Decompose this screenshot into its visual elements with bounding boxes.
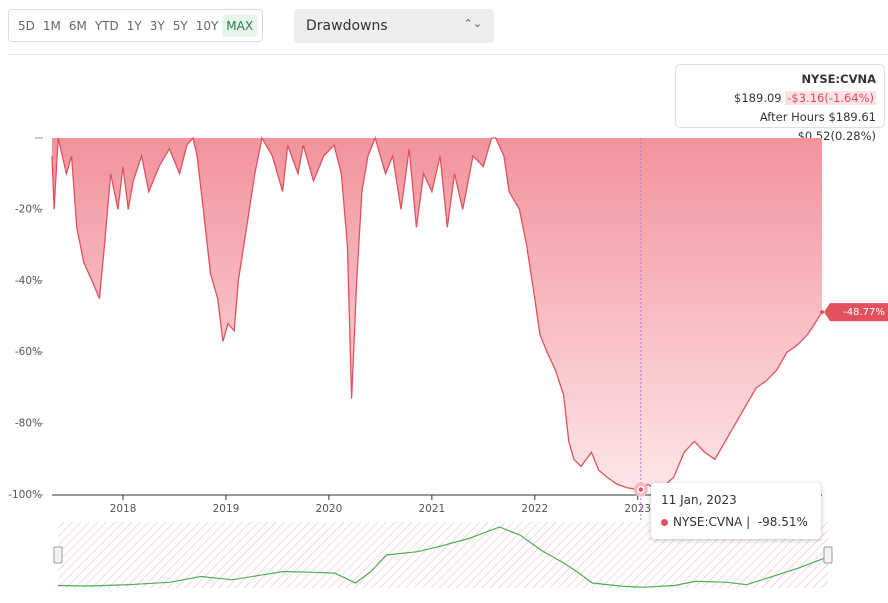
quote-change: -$3.16(-1.64%) <box>785 91 876 105</box>
x-tick-label: 2018 <box>110 503 137 515</box>
quote-line: $189.09 -$3.16(-1.64%) <box>684 89 876 108</box>
tooltip-dot <box>661 519 668 526</box>
range-button[interactable]: 6M <box>68 18 87 33</box>
y-tick-label: -60% <box>15 346 42 358</box>
dropdown-label: Drawdowns <box>306 18 388 34</box>
range-button[interactable]: 1Y <box>126 18 142 33</box>
area-fill <box>52 138 822 492</box>
range-selector: 5D 1M 6M YTD 1Y 3Y 5Y 10Y MAX <box>8 9 264 42</box>
dropdown-arrow: ⌃⌄ <box>463 17 482 30</box>
range-button[interactable]: 5D <box>18 18 35 33</box>
quote-price: $189.09 <box>734 91 782 105</box>
navigator-handle[interactable] <box>53 546 63 564</box>
range-button[interactable]: 10Y <box>195 18 219 33</box>
view-dropdown[interactable]: Drawdowns ⌃⌄ <box>294 9 494 43</box>
tooltip: 11 Jan, 2023 NYSE:CVNA | -98.51% <box>651 483 821 539</box>
navigator-line <box>57 526 829 588</box>
x-tick-label: 2019 <box>213 503 240 515</box>
y-tick-label: -100% <box>8 489 42 501</box>
range-button[interactable]: 1M <box>42 18 61 33</box>
divider <box>8 54 888 55</box>
navigator-handle[interactable] <box>823 546 833 564</box>
range-button[interactable]: MAX <box>222 14 258 37</box>
end-tag-label: -48.77% <box>843 307 885 318</box>
quote-symbol: NYSE:CVNA <box>801 72 876 86</box>
range-button[interactable]: 5Y <box>172 18 188 33</box>
after-hours-label: After Hours <box>759 110 825 124</box>
y-tick-label: -40% <box>15 275 42 287</box>
x-tick-label: 2023 <box>624 503 651 515</box>
quote-box: NYSE:CVNA $189.09 -$3.16(-1.64%) After H… <box>675 64 885 143</box>
y-tick-label: -80% <box>15 418 42 430</box>
y-tick-label: -20% <box>15 203 42 215</box>
x-tick-label: 2022 <box>521 503 548 515</box>
tooltip-date: 11 Jan, 2023 <box>661 493 737 507</box>
end-point <box>820 310 824 315</box>
range-button[interactable]: YTD <box>94 18 119 33</box>
range-button[interactable]: 3Y <box>149 18 165 33</box>
tooltip-series: NYSE:CVNA | <box>673 515 751 529</box>
tooltip-value: -98.51% <box>757 515 808 529</box>
hover-point <box>637 485 645 494</box>
x-tick-label: 2020 <box>316 503 343 515</box>
x-tick-label: 2021 <box>418 503 445 515</box>
tooltip-row: NYSE:CVNA | -98.51% <box>661 511 811 533</box>
end-tag <box>824 303 888 322</box>
